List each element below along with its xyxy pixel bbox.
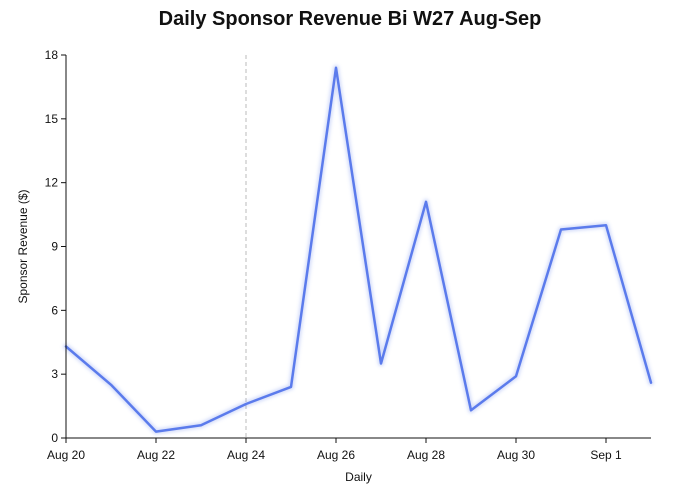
x-tick-label: Sep 1 xyxy=(590,448,622,462)
y-tick-label: 15 xyxy=(45,112,59,126)
x-tick-label: Aug 20 xyxy=(47,448,85,462)
series-line-shadow xyxy=(63,64,654,435)
x-tick-label: Aug 22 xyxy=(137,448,175,462)
y-tick-label: 18 xyxy=(45,48,59,62)
x-tick-label: Aug 24 xyxy=(227,448,265,462)
y-tick-label: 12 xyxy=(45,176,59,190)
series-layer xyxy=(63,64,654,435)
series-line xyxy=(64,66,653,433)
x-axis-ticks: Aug 20 Aug 22 Aug 24 Aug 26 Aug 28 Aug 30 Sep … xyxy=(47,438,622,462)
x-tick-label: Aug 28 xyxy=(407,448,445,462)
x-axis-label: Daily xyxy=(345,470,372,484)
y-axis-ticks: 0 3 6 9 12 15 18 xyxy=(45,48,66,445)
y-tick-label: 3 xyxy=(51,367,58,381)
y-tick-label: 0 xyxy=(51,431,58,445)
y-tick-label: 6 xyxy=(51,303,58,317)
x-tick-label: Aug 30 xyxy=(497,448,535,462)
y-axis-label: Sponsor Revenue ($) xyxy=(16,189,30,303)
chart-title: Daily Sponsor Revenue Bi W27 Aug-Sep xyxy=(158,8,542,30)
y-tick-label: 9 xyxy=(51,240,58,254)
x-tick-label: Aug 26 xyxy=(317,448,355,462)
